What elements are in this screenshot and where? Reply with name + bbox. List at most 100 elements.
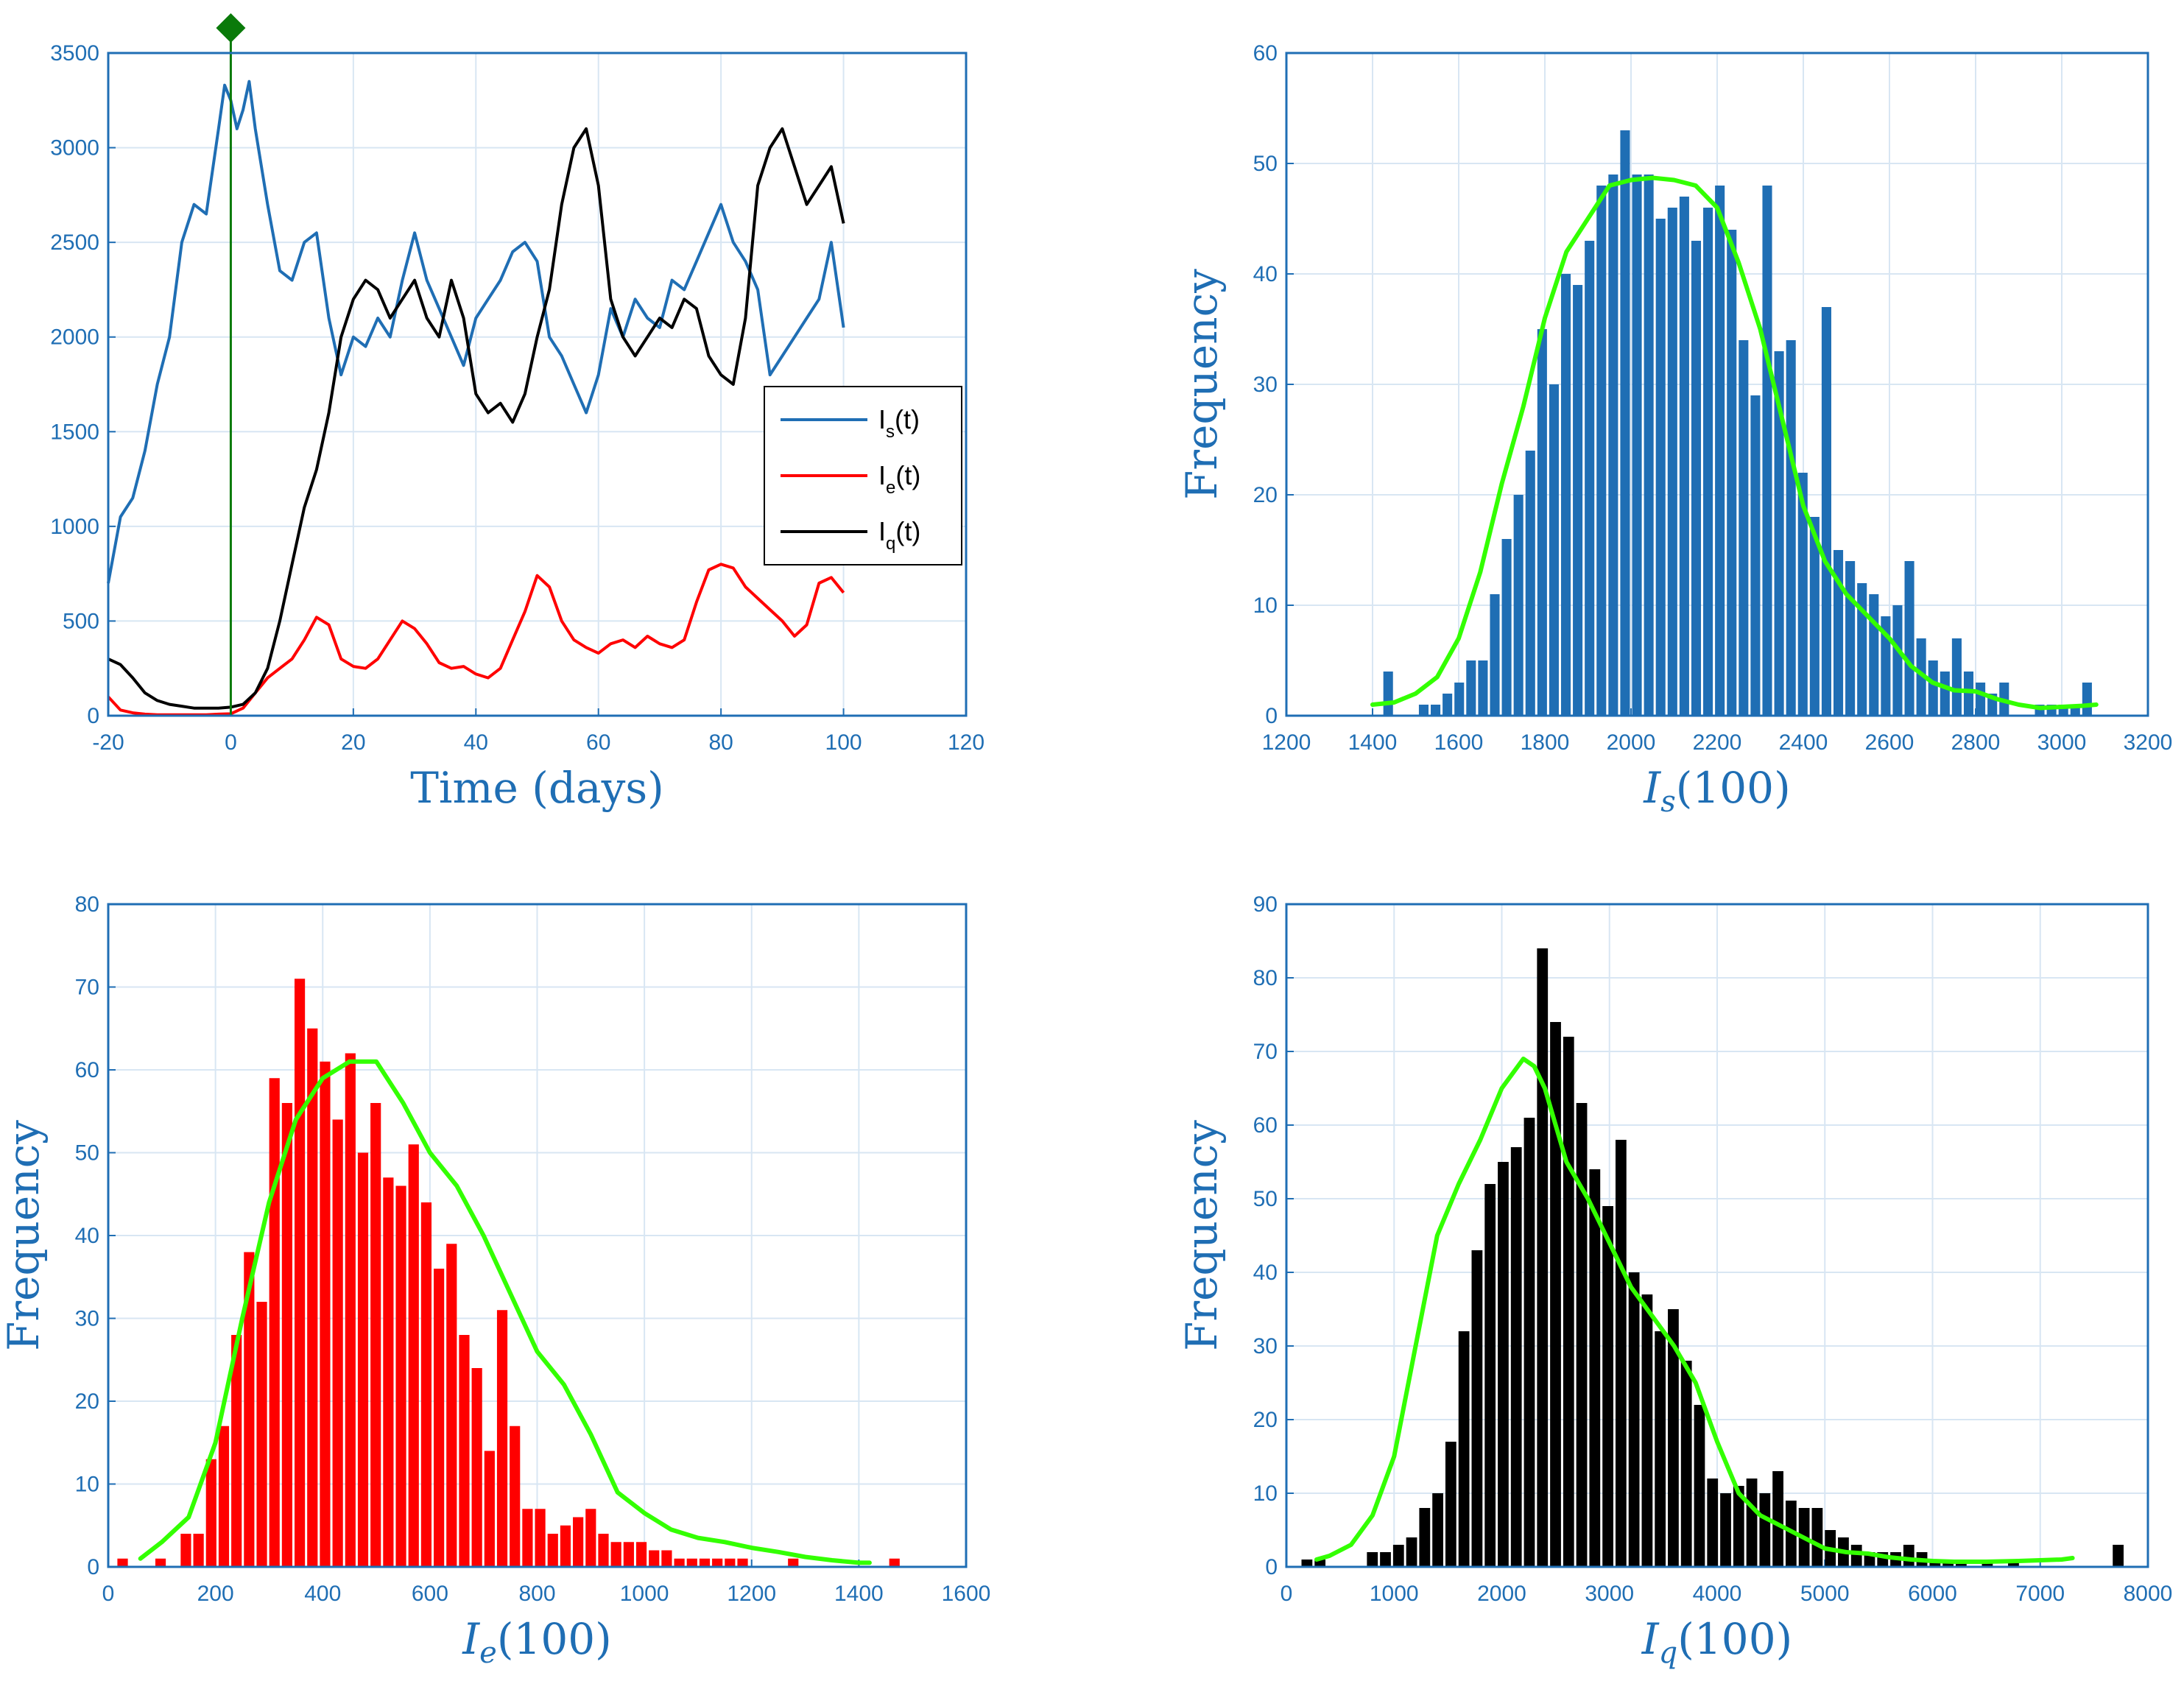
histogram-iq-bar: [2113, 1545, 2124, 1567]
histogram-iq-bar: [1550, 1022, 1561, 1567]
histogram-iq-ylabel: Frequency: [1177, 1120, 1227, 1351]
histogram-is-bar: [1418, 705, 1429, 716]
histogram-is-ytick-label: 30: [1253, 373, 1278, 397]
histogram-ie-xlabel-main: I: [462, 1614, 480, 1664]
histogram-iq-bar: [1628, 1272, 1640, 1567]
histogram-is-density-curve: [1370, 175, 2099, 711]
histogram-iq-ytick-label: 0: [1265, 1555, 1278, 1579]
histogram-ie-bar: [408, 1144, 419, 1567]
histogram-is-bar: [1596, 186, 1607, 716]
histogram-iq-ytick-label: 30: [1253, 1334, 1278, 1358]
histogram-ie-xtick-label: 0: [102, 1582, 115, 1606]
histogram-ie-bar: [712, 1558, 723, 1567]
histogram-ie-ytick-label: 70: [75, 976, 99, 1000]
histogram-iq-xtick-label: 5000: [1800, 1582, 1850, 1606]
legend-entry-sub: q: [886, 534, 895, 554]
histogram-ie-bar: [585, 1509, 596, 1567]
histogram-is-bar: [1881, 616, 1891, 716]
histogram-is-bar: [1525, 451, 1535, 716]
panel-histogram-iq: 0 1000 2000 3000 4000 5000 6000 7000 8000 0 10 20 30…: [1177, 892, 2172, 1670]
histogram-is-xtick-label: 3000: [2037, 730, 2087, 755]
histogram-is-xtick-label: 1800: [1521, 730, 1570, 755]
histogram-ie-bar: [434, 1269, 445, 1567]
histogram-is-xtick-label: 1400: [1348, 730, 1398, 755]
timeseries-xtick-label: 60: [586, 730, 610, 755]
timeseries-xtick-label: 80: [708, 730, 733, 755]
histogram-ie-xtick-label: 1200: [727, 1582, 776, 1606]
histogram-iq-bar: [1523, 1118, 1535, 1567]
panel-timeseries: -20 0 20 40 60 80 100 1200500100015002000250030…: [50, 13, 984, 813]
histogram-ie-ytick-label: 80: [75, 892, 99, 917]
histogram-is-xlabel-tail: (100): [1676, 763, 1791, 813]
timeseries-xtick-label: 120: [948, 730, 984, 755]
histogram-ie-bar: [395, 1185, 406, 1567]
histogram-is-bar: [1951, 638, 1962, 716]
histogram-iq-xtick-label: 2000: [1477, 1582, 1526, 1606]
legend-entry-tail: (t): [895, 460, 920, 490]
timeseries-ytick-label: 2500: [50, 230, 99, 255]
histogram-iq-xtick-label: 8000: [2124, 1582, 2173, 1606]
histogram-is-bar: [1537, 329, 1547, 716]
histogram-is-xtick-label: 2200: [1693, 730, 1742, 755]
histogram-iq-bar: [1392, 1545, 1404, 1567]
histogram-ie-ytick-label: 20: [75, 1389, 99, 1414]
histogram-is-bar: [1833, 550, 1844, 716]
histogram-is-bar: [2082, 683, 2092, 716]
histogram-is-bar: [1691, 241, 1702, 716]
histogram-iq-ytick-label: 80: [1253, 966, 1278, 990]
histogram-ie-density-curve: [138, 1059, 872, 1565]
histogram-ie-ylabel: Frequency: [0, 1120, 49, 1351]
histogram-is-bar: [1667, 208, 1677, 716]
histogram-iq-xtick-label: 7000: [2015, 1582, 2065, 1606]
histogram-is-bar: [1383, 672, 1393, 716]
histogram-is-ytick-label: 20: [1253, 483, 1278, 507]
panel-histogram-is: 1200 1400 1600 1800 2000 2200 2400 2600 2800 3000…: [1177, 41, 2172, 819]
histogram-is-bar: [1454, 683, 1465, 716]
histogram-is-xtick-label: 2000: [1607, 730, 1656, 755]
histogram-is-bar: [1608, 175, 1618, 716]
timeseries-ytick-label: 2000: [50, 325, 99, 350]
histogram-is-bar: [1573, 285, 1583, 716]
histogram-ie-ytick-label: 40: [75, 1224, 99, 1248]
histogram-is-bar: [1857, 583, 1867, 716]
legend-entry-sub: s: [886, 422, 895, 442]
histogram-iq-xlabel-sub: q: [1659, 1636, 1678, 1670]
histogram-ie-xtick-label: 1000: [620, 1582, 669, 1606]
timeseries-xtick-label: 20: [341, 730, 365, 755]
histogram-ie-ytick-label: 60: [75, 1058, 99, 1082]
histogram-ie-xtick-label: 600: [412, 1582, 448, 1606]
histogram-is-bar: [1549, 384, 1559, 716]
histogram-is-xtick-label: 2800: [1951, 730, 2001, 755]
legend-entry-main: I: [878, 460, 886, 490]
histogram-ie-xlabel: Ie(100): [462, 1614, 612, 1670]
timeseries-ytick-label: 1500: [50, 420, 99, 444]
histogram-ie-bar: [674, 1558, 685, 1567]
histogram-ie-bar: [510, 1425, 521, 1567]
histogram-is-bar: [1644, 175, 1654, 716]
histogram-is-xtick-label: 2400: [1779, 730, 1828, 755]
histogram-ie-ytick-label: 50: [75, 1141, 99, 1166]
histogram-ie-bar: [649, 1550, 660, 1567]
histogram-is-bar: [1809, 517, 1820, 716]
histogram-ie-bar: [598, 1534, 609, 1567]
histogram-ie-bar: [193, 1534, 204, 1567]
histogram-iq-xtick-label: 4000: [1693, 1582, 1742, 1606]
histogram-ie-bar: [370, 1103, 381, 1567]
histogram-is-xlabel: Is(100): [1643, 763, 1790, 819]
histogram-ie-bar: [180, 1534, 191, 1567]
histogram-iq-bar: [1458, 1331, 1470, 1567]
histogram-is-xtick-label: 3200: [2124, 730, 2173, 755]
histogram-ie-bar: [446, 1244, 457, 1567]
histogram-ie-bar: [294, 979, 306, 1567]
histogram-ie-xtick-label: 1400: [834, 1582, 884, 1606]
histogram-iq-bar: [1406, 1537, 1417, 1567]
histogram-is-bar: [1703, 208, 1713, 716]
histogram-iq-bar: [1772, 1471, 1783, 1567]
histogram-ie-bar: [686, 1558, 697, 1567]
histogram-iq-bar: [1510, 1147, 1522, 1567]
legend-entry-main: I: [878, 516, 886, 546]
panel-histogram-ie: 0 200 400 600 800 1000 1200 1400 1600 0 10 20 30 40 50…: [0, 892, 990, 1670]
histogram-iq-xtick-label: 1000: [1370, 1582, 1419, 1606]
histogram-iq-bar: [1641, 1294, 1653, 1567]
